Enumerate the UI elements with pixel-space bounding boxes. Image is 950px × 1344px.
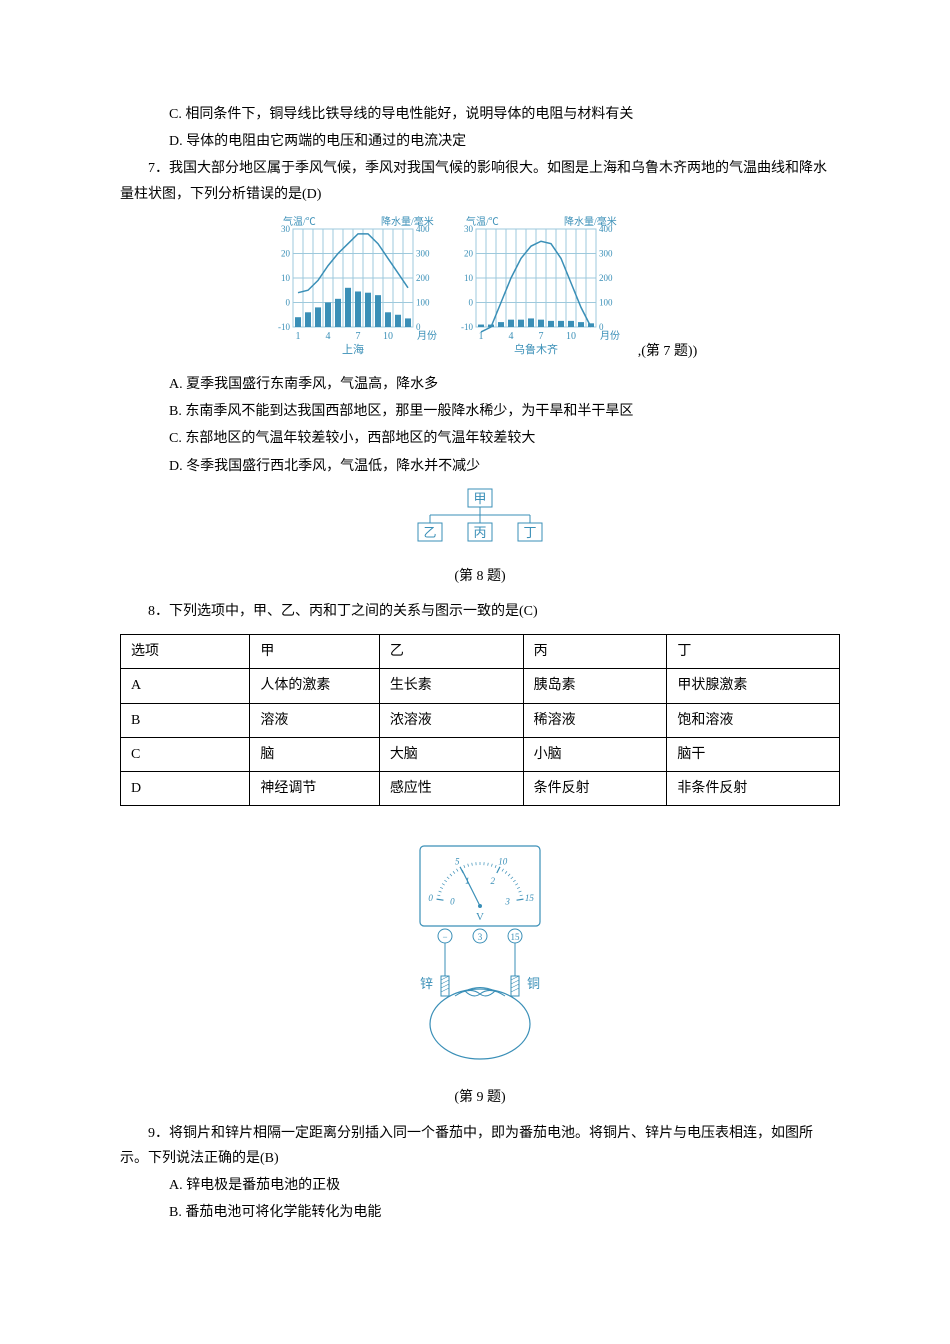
svg-text:丁: 丁 — [523, 525, 536, 540]
q8-table: 选项甲乙丙丁A人体的激素生长素胰岛素甲状腺激素B溶液浓溶液稀溶液饱和溶液C脑大脑… — [120, 634, 840, 806]
svg-text:20: 20 — [281, 248, 291, 258]
q9-figure: 0510150123V−315锌铜 — [120, 836, 840, 1075]
q7-option-c: C. 东部地区的气温年较差较小，西部地区的气温年较差较大 — [120, 426, 840, 451]
q9-option-b: B. 番茄电池可将化学能转化为电能 — [120, 1200, 840, 1225]
svg-text:3: 3 — [478, 932, 483, 942]
table-cell: 脑干 — [667, 737, 840, 771]
table-cell: C — [121, 737, 250, 771]
q8-tree-figure: 甲乙 丙 丁 — [120, 487, 840, 556]
q6-option-c: C. 相同条件下，铜导线比铁导线的导电性能好，说明导体的电阻与材料有关 — [120, 102, 840, 127]
svg-text:-10: -10 — [278, 322, 290, 332]
q7-figure-row: 气温/℃降水量/毫米-100102030010020030040014710月份… — [120, 215, 840, 364]
table-cell: D — [121, 772, 250, 806]
svg-text:10: 10 — [566, 331, 576, 342]
svg-text:400: 400 — [599, 224, 613, 234]
svg-text:2: 2 — [490, 876, 495, 886]
svg-text:−: − — [442, 932, 447, 942]
q7-chart-shanghai: 气温/℃降水量/毫米-100102030010020030040014710月份… — [263, 215, 443, 364]
svg-text:1: 1 — [479, 331, 484, 342]
svg-text:7: 7 — [355, 331, 360, 342]
table-row: A人体的激素生长素胰岛素甲状腺激素 — [121, 669, 840, 703]
table-cell: 胰岛素 — [523, 669, 667, 703]
q9-caption: (第 9 题) — [120, 1085, 840, 1110]
table-cell: 稀溶液 — [523, 703, 667, 737]
svg-text:0: 0 — [285, 297, 290, 307]
q8-stem: 8．下列选项中，甲、乙、丙和丁之间的关系与图示一致的是(C) — [120, 599, 840, 624]
table-cell: 小脑 — [523, 737, 667, 771]
svg-text:乙: 乙 — [423, 525, 436, 540]
q9-option-a: A. 锌电极是番茄电池的正极 — [120, 1173, 840, 1198]
table-cell: 脑 — [250, 737, 379, 771]
svg-text:20: 20 — [464, 248, 474, 258]
svg-text:100: 100 — [416, 297, 430, 307]
svg-text:月份: 月份 — [417, 330, 437, 342]
svg-text:5: 5 — [455, 857, 460, 867]
q7-option-d: D. 冬季我国盛行西北季风，气温低，降水并不减少 — [120, 454, 840, 479]
svg-text:200: 200 — [599, 273, 613, 283]
table-header: 丙 — [523, 635, 667, 669]
svg-text:月份: 月份 — [600, 330, 620, 342]
svg-text:V: V — [476, 911, 484, 923]
table-row: B溶液浓溶液稀溶液饱和溶液 — [121, 703, 840, 737]
svg-text:甲: 甲 — [473, 491, 486, 506]
table-header: 选项 — [121, 635, 250, 669]
q7-stem: 7．我国大部分地区属于季风气候，季风对我国气候的影响很大。如图是上海和乌鲁木齐两… — [120, 156, 840, 206]
table-row: D神经调节感应性条件反射非条件反射 — [121, 772, 840, 806]
q7-option-b: B. 东南季风不能到达我国西部地区，那里一般降水稀少，为干旱和半干旱区 — [120, 399, 840, 424]
table-header: 乙 — [379, 635, 523, 669]
svg-text:10: 10 — [498, 857, 508, 867]
q7-option-a: A. 夏季我国盛行东南季风，气温高，降水多 — [120, 372, 840, 397]
q9-stem: 9．将铜片和锌片相隔一定距离分别插入同一个番茄中，即为番茄电池。将铜片、锌片与电… — [120, 1121, 840, 1171]
svg-text:10: 10 — [281, 273, 291, 283]
table-cell: 饱和溶液 — [667, 703, 840, 737]
table-cell: 溶液 — [250, 703, 379, 737]
svg-text:7: 7 — [539, 331, 544, 342]
svg-text:30: 30 — [281, 224, 291, 234]
svg-text:0: 0 — [450, 897, 455, 907]
table-header: 甲 — [250, 635, 379, 669]
table-header: 丁 — [667, 635, 840, 669]
q8-caption: (第 8 题) — [120, 564, 840, 589]
table-cell: 感应性 — [379, 772, 523, 806]
table-cell: 生长素 — [379, 669, 523, 703]
table-cell: 条件反射 — [523, 772, 667, 806]
svg-text:1: 1 — [295, 331, 300, 342]
table-row: C脑大脑小脑脑干 — [121, 737, 840, 771]
table-cell: 非条件反射 — [667, 772, 840, 806]
svg-text:3: 3 — [504, 897, 510, 907]
svg-text:-10: -10 — [461, 322, 473, 332]
table-cell: B — [121, 703, 250, 737]
table-cell: 甲状腺激素 — [667, 669, 840, 703]
q7-caption: ,(第 7 题)) — [638, 339, 698, 364]
svg-text:15: 15 — [511, 932, 521, 942]
svg-text:锌: 锌 — [420, 976, 433, 991]
svg-text:10: 10 — [383, 331, 393, 342]
svg-text:乌鲁木齐: 乌鲁木齐 — [514, 342, 558, 355]
svg-text:200: 200 — [416, 273, 430, 283]
svg-text:10: 10 — [464, 273, 474, 283]
table-cell: A — [121, 669, 250, 703]
svg-text:丙: 丙 — [473, 525, 486, 540]
svg-text:4: 4 — [509, 331, 514, 342]
svg-text:300: 300 — [416, 248, 430, 258]
svg-text:30: 30 — [464, 224, 474, 234]
table-cell: 浓溶液 — [379, 703, 523, 737]
table-cell: 人体的激素 — [250, 669, 379, 703]
svg-text:0: 0 — [428, 893, 433, 903]
svg-text:4: 4 — [325, 331, 330, 342]
svg-text:15: 15 — [525, 893, 535, 903]
table-cell: 大脑 — [379, 737, 523, 771]
q7-chart-urumqi: 气温/℃降水量/毫米-100102030010020030040014710月份… — [446, 215, 626, 364]
q6-option-d: D. 导体的电阻由它两端的电压和通过的电流决定 — [120, 129, 840, 154]
table-cell: 神经调节 — [250, 772, 379, 806]
svg-text:400: 400 — [416, 224, 430, 234]
svg-text:铜: 铜 — [527, 976, 540, 991]
svg-text:100: 100 — [599, 297, 613, 307]
svg-text:0: 0 — [469, 297, 474, 307]
svg-text:上海: 上海 — [342, 342, 364, 355]
svg-text:300: 300 — [599, 248, 613, 258]
